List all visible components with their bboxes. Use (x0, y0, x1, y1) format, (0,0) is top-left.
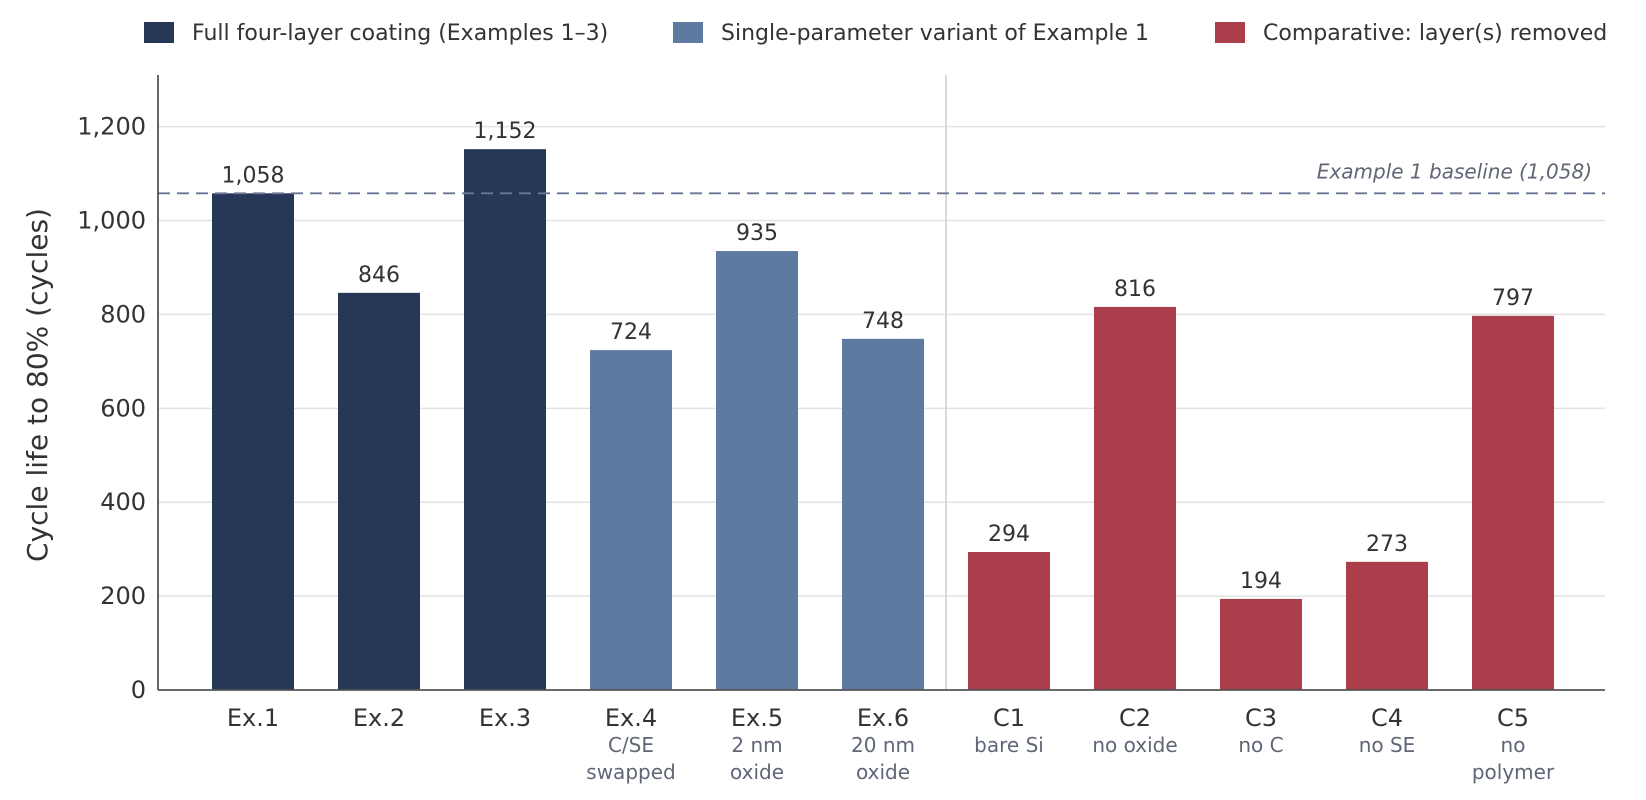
category-sublabel: oxide (730, 760, 784, 784)
bar-ex4 (590, 350, 672, 690)
category-label-ex4: Ex.4 (605, 704, 657, 732)
legend-label-1: Full four-layer coating (Examples 1–3) (192, 21, 608, 46)
legend-label-2: Single-parameter variant of Example 1 (721, 21, 1149, 46)
bar-ex1 (212, 193, 294, 690)
bar-ex6 (842, 338, 924, 690)
legend-swatch-2 (673, 22, 703, 43)
y-tick-label-1200: 1,200 (77, 113, 146, 141)
category-label-ex6: Ex.6 (857, 704, 909, 732)
value-labels: 1,058 846 1,152 724 935 748 294 816 194 273 797 (222, 119, 1534, 594)
category-label-c1: C1 (993, 704, 1025, 732)
y-tick-label-800: 800 (100, 300, 146, 328)
category-label-c2: C2 (1119, 704, 1151, 732)
category-sublabel: 2 nm (731, 733, 782, 757)
category-sublabel: 20 nm (851, 733, 915, 757)
value-label-ex1: 1,058 (222, 163, 285, 188)
legend: Full four-layer coating (Examples 1–3) Si… (144, 21, 1607, 46)
value-label-c5: 797 (1492, 286, 1534, 311)
y-tick-label-200: 200 (100, 582, 146, 610)
value-label-ex3: 1,152 (474, 119, 537, 144)
value-label-c3: 194 (1240, 569, 1282, 594)
legend-swatch-3 (1215, 22, 1245, 43)
bars (212, 149, 1554, 691)
y-tick-label-1000: 1,000 (77, 207, 146, 235)
category-sublabel: polymer (1472, 760, 1555, 784)
y-tick-label-0: 0 (131, 676, 146, 704)
category-sublabel: C/SE (608, 733, 654, 757)
axes (157, 75, 1605, 691)
bar-ex2 (338, 292, 420, 690)
value-label-ex4: 724 (610, 320, 652, 345)
legend-label-3: Comparative: layer(s) removed (1263, 21, 1607, 46)
category-sublabel: oxide (856, 760, 910, 784)
value-label-ex2: 846 (358, 263, 400, 288)
y-tick-label-400: 400 (100, 488, 146, 516)
category-label-ex1: Ex.1 (227, 704, 279, 732)
legend-swatch-1 (144, 22, 174, 43)
value-label-ex6: 748 (862, 309, 904, 334)
value-label-ex5: 935 (736, 221, 778, 246)
category-label-c3: C3 (1245, 704, 1277, 732)
bar-c4 (1346, 561, 1428, 690)
value-label-c4: 273 (1366, 532, 1408, 557)
y-tick-labels: 0 200 400 600 800 1,000 1,200 (77, 113, 146, 704)
category-sublabel: no C (1238, 733, 1283, 757)
category-sublabel: no SE (1359, 733, 1416, 757)
bar-c1 (968, 551, 1050, 690)
baseline-label: Example 1 baseline (1,058) (1317, 159, 1592, 183)
category-sublabel: swapped (586, 760, 675, 784)
value-label-c1: 294 (988, 522, 1030, 547)
category-sublabel: bare Si (974, 733, 1044, 757)
bar-ex3 (464, 149, 546, 691)
bar-ex5 (716, 251, 798, 690)
category-sublabel: no (1501, 733, 1526, 757)
baseline-reference: Example 1 baseline (1,058) (158, 159, 1605, 195)
category-label-ex3: Ex.3 (479, 704, 531, 732)
bar-c2 (1094, 306, 1176, 690)
category-labels: Ex.1 Ex.2 Ex.3 Ex.4C/SE swapped Ex.52 nm oxide… (227, 704, 1555, 784)
bar-c3 (1220, 598, 1302, 690)
y-axis-label: Cycle life to 80% (cycles) (21, 208, 54, 562)
category-label-c5: C5 (1497, 704, 1529, 732)
value-label-c2: 816 (1114, 277, 1156, 302)
category-sublabel: no oxide (1092, 733, 1177, 757)
category-label-c4: C4 (1371, 704, 1403, 732)
category-label-ex5: Ex.5 (731, 704, 783, 732)
bar-c5 (1472, 315, 1554, 690)
y-tick-label-600: 600 (100, 394, 146, 422)
category-label-ex2: Ex.2 (353, 704, 405, 732)
